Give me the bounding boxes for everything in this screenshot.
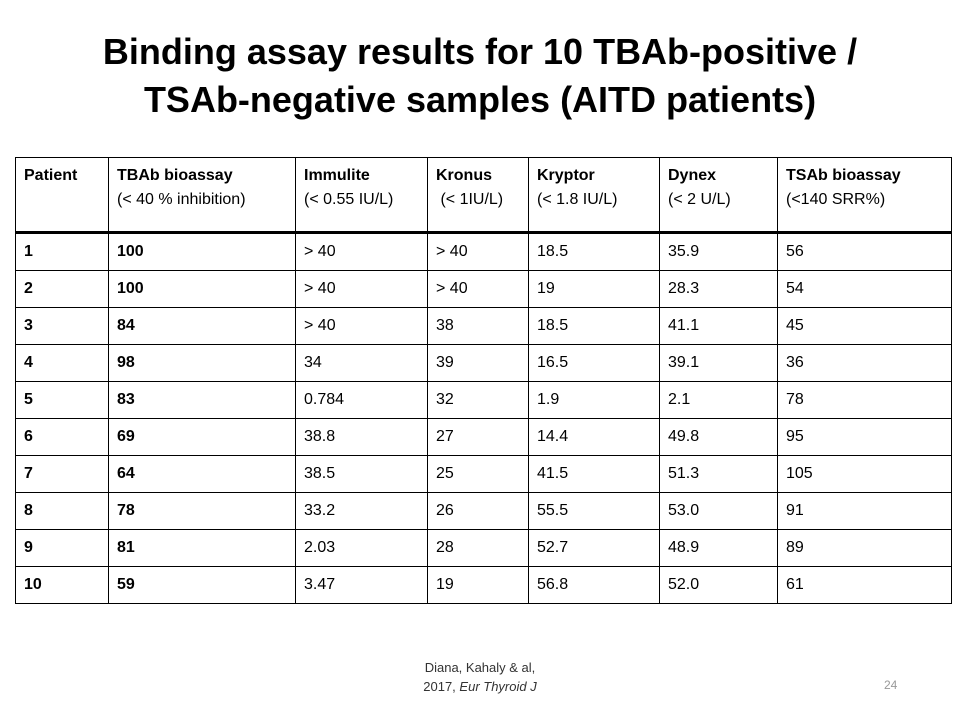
cell-immulite: 34: [295, 344, 428, 382]
header-tbab-bioassay: TBAb bioassay (< 40 % inhibition): [108, 157, 296, 234]
cell-kryptor: 1.9: [528, 381, 660, 419]
cell-patient: 8: [15, 492, 109, 530]
citation-authors: Diana, Kahaly & al,: [424, 660, 536, 675]
cell-dynex: 39.1: [659, 344, 778, 382]
cell-immulite: 38.5: [295, 455, 428, 493]
title-line-1: Binding assay results for 10 TBAb-positi…: [102, 31, 858, 72]
cell-kronus: 39: [427, 344, 529, 382]
table-row: 10 59 3.47 19 56.8 52.0 61: [15, 566, 952, 604]
table-row: 7 64 38.5 25 41.5 51.3 105: [15, 455, 952, 493]
citation-journal: Eur Thyroid J: [459, 679, 537, 694]
cell-dynex: 49.8: [659, 418, 778, 456]
cell-patient: 9: [15, 529, 109, 567]
table-row: 1 100 > 40 > 40 18.5 35.9 56: [15, 232, 952, 271]
header-patient: Patient: [15, 157, 109, 234]
cell-patient: 1: [15, 232, 109, 271]
cell-patient: 4: [15, 344, 109, 382]
cell-tsab: 91: [777, 492, 952, 530]
cell-tsab: 56: [777, 232, 952, 271]
cell-kryptor: 41.5: [528, 455, 660, 493]
cell-patient: 5: [15, 381, 109, 419]
cell-patient: 10: [15, 566, 109, 604]
cell-dynex: 53.0: [659, 492, 778, 530]
header-immulite: Immulite (< 0.55 IU/L): [295, 157, 428, 234]
cell-kronus: 38: [427, 307, 529, 345]
cell-dynex: 51.3: [659, 455, 778, 493]
cell-tbab: 78: [108, 492, 296, 530]
results-table: Patient TBAb bioassay (< 40 % inhibition…: [15, 157, 952, 604]
cell-dynex: 48.9: [659, 529, 778, 567]
cell-kronus: 32: [427, 381, 529, 419]
cell-kronus: 19: [427, 566, 529, 604]
table-row: 5 83 0.784 32 1.9 2.1 78: [15, 381, 952, 419]
title-line-2: TSAb-negative samples (AITD patients): [143, 79, 817, 120]
cell-immulite: 3.47: [295, 566, 428, 604]
cell-kryptor: 56.8: [528, 566, 660, 604]
cell-kryptor: 55.5: [528, 492, 660, 530]
cell-tbab: 84: [108, 307, 296, 345]
table-row: 8 78 33.2 26 55.5 53.0 91: [15, 492, 952, 530]
page-number: 24: [884, 678, 898, 692]
cell-tbab: 64: [108, 455, 296, 493]
cell-kryptor: 18.5: [528, 232, 660, 271]
cell-kryptor: 19: [528, 270, 660, 308]
citation-source: 2017, Eur Thyroid J: [380, 677, 580, 696]
cell-immulite: > 40: [295, 232, 428, 271]
cell-immulite: 33.2: [295, 492, 428, 530]
cell-dynex: 28.3: [659, 270, 778, 308]
header-row: Patient TBAb bioassay (< 40 % inhibition…: [15, 157, 952, 234]
cell-tsab: 36: [777, 344, 952, 382]
cell-tsab: 45: [777, 307, 952, 345]
header-kryptor: Kryptor (< 1.8 IU/L): [528, 157, 660, 234]
cell-immulite: 0.784: [295, 381, 428, 419]
cell-tbab: 83: [108, 381, 296, 419]
cell-kronus: > 40: [427, 232, 529, 271]
citation-year: 2017,: [423, 679, 460, 694]
cell-tbab: 59: [108, 566, 296, 604]
table-row: 4 98 34 39 16.5 39.1 36: [15, 344, 952, 382]
cell-kronus: 28: [427, 529, 529, 567]
cell-immulite: > 40: [295, 270, 428, 308]
cell-tbab: 81: [108, 529, 296, 567]
table-row: 6 69 38.8 27 14.4 49.8 95: [15, 418, 952, 456]
cell-tbab: 98: [108, 344, 296, 382]
cell-kryptor: 18.5: [528, 307, 660, 345]
cell-kryptor: 14.4: [528, 418, 660, 456]
cell-immulite: 2.03: [295, 529, 428, 567]
cell-tsab: 54: [777, 270, 952, 308]
cell-tbab: 100: [108, 232, 296, 271]
cell-kryptor: 16.5: [528, 344, 660, 382]
cell-patient: 6: [15, 418, 109, 456]
cell-dynex: 52.0: [659, 566, 778, 604]
cell-patient: 7: [15, 455, 109, 493]
cell-patient: 3: [15, 307, 109, 345]
cell-tsab: 95: [777, 418, 952, 456]
cell-dynex: 41.1: [659, 307, 778, 345]
cell-kryptor: 52.7: [528, 529, 660, 567]
header-kronus: Kronus (< 1IU/L): [427, 157, 529, 234]
cell-tbab: 69: [108, 418, 296, 456]
cell-kronus: > 40: [427, 270, 529, 308]
table-row: 2 100 > 40 > 40 19 28.3 54: [15, 270, 952, 308]
cell-immulite: 38.8: [295, 418, 428, 456]
cell-tsab: 89: [777, 529, 952, 567]
citation: Diana, Kahaly & al, 2017, Eur Thyroid J: [380, 658, 580, 696]
cell-patient: 2: [15, 270, 109, 308]
header-tsab-bioassay: TSAb bioassay (<140 SRR%): [777, 157, 952, 234]
cell-dynex: 2.1: [659, 381, 778, 419]
table-row: 9 81 2.03 28 52.7 48.9 89: [15, 529, 952, 567]
cell-tbab: 100: [108, 270, 296, 308]
cell-dynex: 35.9: [659, 232, 778, 271]
cell-kronus: 25: [427, 455, 529, 493]
cell-kronus: 26: [427, 492, 529, 530]
cell-immulite: > 40: [295, 307, 428, 345]
header-dynex: Dynex (< 2 U/L): [659, 157, 778, 234]
cell-tsab: 61: [777, 566, 952, 604]
slide-title: Binding assay results for 10 TBAb-positi…: [0, 28, 960, 124]
cell-tsab: 105: [777, 455, 952, 493]
cell-tsab: 78: [777, 381, 952, 419]
cell-kronus: 27: [427, 418, 529, 456]
table-row: 3 84 > 40 38 18.5 41.1 45: [15, 307, 952, 345]
